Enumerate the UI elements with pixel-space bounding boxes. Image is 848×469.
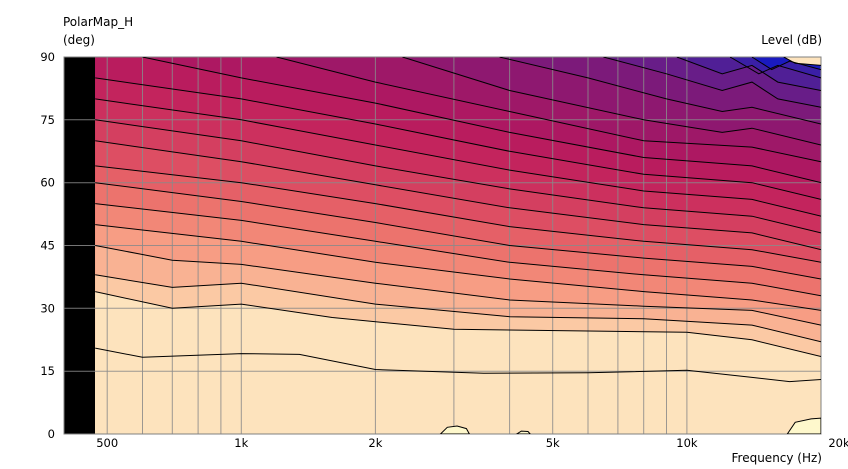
- contour-line-18: [95, 274, 821, 343]
- contour-island-1: [515, 430, 531, 434]
- contour-line-6: [402, 57, 821, 146]
- contour-line-11: [95, 119, 821, 234]
- x-tick-label: 10k: [676, 436, 698, 450]
- contour-line-7: [276, 57, 821, 163]
- contour-band-lowest: [95, 348, 821, 434]
- contour-line-0: [783, 57, 821, 66]
- contour-line-12: [95, 140, 821, 251]
- y-tick-label: 75: [40, 113, 55, 127]
- x-tick-label: 20k: [828, 436, 848, 450]
- contour-line-9: [95, 77, 821, 200]
- contour-line-16: [95, 224, 821, 311]
- x-tick-label: 5k: [546, 436, 560, 450]
- tick-label-layer: 500 1k 2k 5k 10k 20k 0 15 30 45 60 75 90: [40, 50, 848, 450]
- y-tick-label: 0: [48, 427, 55, 441]
- x-tick-label: 1k: [234, 436, 248, 450]
- colorbar-label: Level (dB): [761, 33, 822, 47]
- y-tick-label: 60: [40, 176, 55, 190]
- x-tick-label: 2k: [368, 436, 382, 450]
- y-tick-label: 15: [40, 364, 55, 378]
- contour-line-3: [676, 57, 821, 91]
- contour-line-8: [142, 57, 821, 184]
- contour-island-0: [439, 425, 470, 434]
- contour-line-1: [751, 57, 821, 71]
- contour-line-14: [95, 182, 821, 280]
- y-tick-label: 30: [40, 301, 55, 315]
- contour-line-4: [603, 57, 821, 108]
- contour-island-2: [786, 417, 821, 434]
- contour-line-10: [95, 98, 821, 217]
- contour-line-20: [95, 347, 821, 383]
- y-axis-unit-label: (deg): [63, 33, 95, 47]
- y-tick-label: 45: [40, 239, 55, 253]
- chart-title: PolarMap_H: [63, 15, 134, 29]
- contour-line-5: [499, 57, 821, 125]
- x-axis-label: Frequency (Hz): [731, 451, 823, 465]
- contour-line-19: [95, 291, 821, 357]
- contour-line-layer: [95, 57, 821, 434]
- contour-line-15: [95, 203, 821, 297]
- contour-line-2: [729, 57, 821, 79]
- contour-line-17: [95, 245, 821, 326]
- y-tick-label: 90: [40, 50, 55, 64]
- x-tick-label: 500: [96, 436, 118, 450]
- contour-line-13: [95, 165, 821, 263]
